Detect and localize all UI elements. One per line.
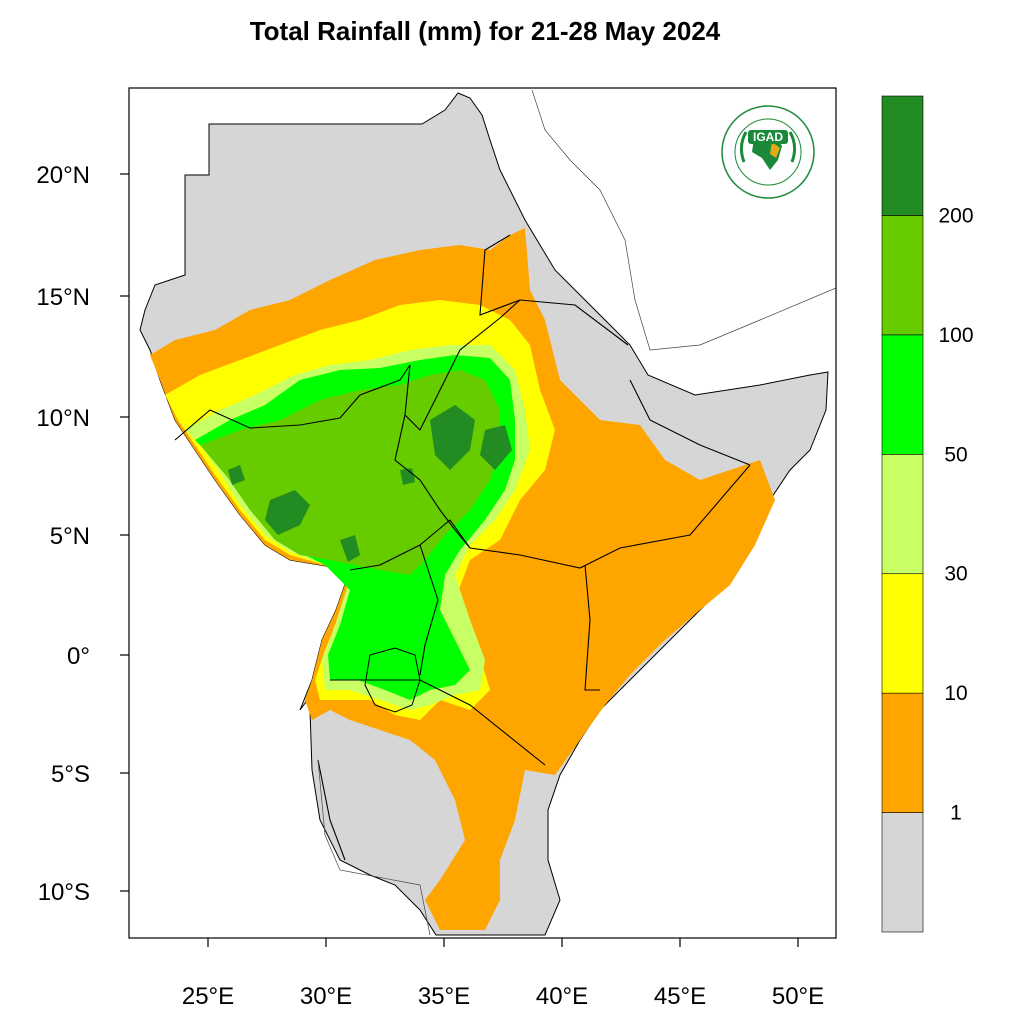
lat-label: 10°S: [38, 879, 90, 906]
legend-swatch: [881, 215, 924, 336]
lon-label: 45°E: [654, 983, 706, 1010]
lat-label: 5°S: [51, 761, 90, 788]
neighbor-borders: [317, 89, 836, 936]
legend-label: 10: [944, 682, 967, 705]
lon-label: 50°E: [772, 983, 824, 1010]
legend-label: 100: [938, 324, 973, 347]
map-title: Total Rainfall (mm) for 21-28 May 2024: [249, 16, 721, 46]
lon-label: 30°E: [300, 983, 352, 1010]
lon-label: 40°E: [536, 983, 588, 1010]
color-legend: 1 10 30 50 100 200: [881, 95, 974, 933]
legend-label: 1: [950, 802, 962, 825]
lat-label: 20°N: [36, 162, 90, 189]
lake-victoria: [364, 647, 421, 713]
legend-swatch: [881, 334, 924, 455]
lat-label: 5°N: [50, 523, 90, 550]
lat-label: 0°: [67, 643, 90, 670]
lon-label: 35°E: [418, 983, 470, 1010]
map-body: [129, 88, 836, 938]
legend-swatch: [881, 692, 924, 813]
legend-label: 50: [944, 443, 967, 466]
lat-label: 15°N: [36, 284, 90, 311]
map-frame: [128, 87, 837, 939]
igad-logo: IGAD: [721, 105, 815, 199]
legend-label: 200: [938, 204, 973, 227]
axis-ticks: [120, 173, 799, 947]
legend-swatch: [881, 573, 924, 694]
lat-label: 10°N: [36, 405, 90, 432]
logo-text: IGAD: [753, 130, 783, 144]
latitude-labels: 20°N 15°N 10°N 5°N 0° 5°S 10°S: [36, 162, 90, 906]
lon-label: 25°E: [182, 983, 234, 1010]
legend-swatch: [881, 812, 924, 933]
legend-label: 30: [944, 563, 967, 586]
longitude-labels: 25°E 30°E 35°E 40°E 45°E 50°E: [182, 983, 824, 1010]
country-borders: [174, 234, 751, 861]
legend-swatch: [881, 95, 924, 216]
rain-over-200: [228, 405, 512, 562]
legend-swatch: [881, 453, 924, 575]
